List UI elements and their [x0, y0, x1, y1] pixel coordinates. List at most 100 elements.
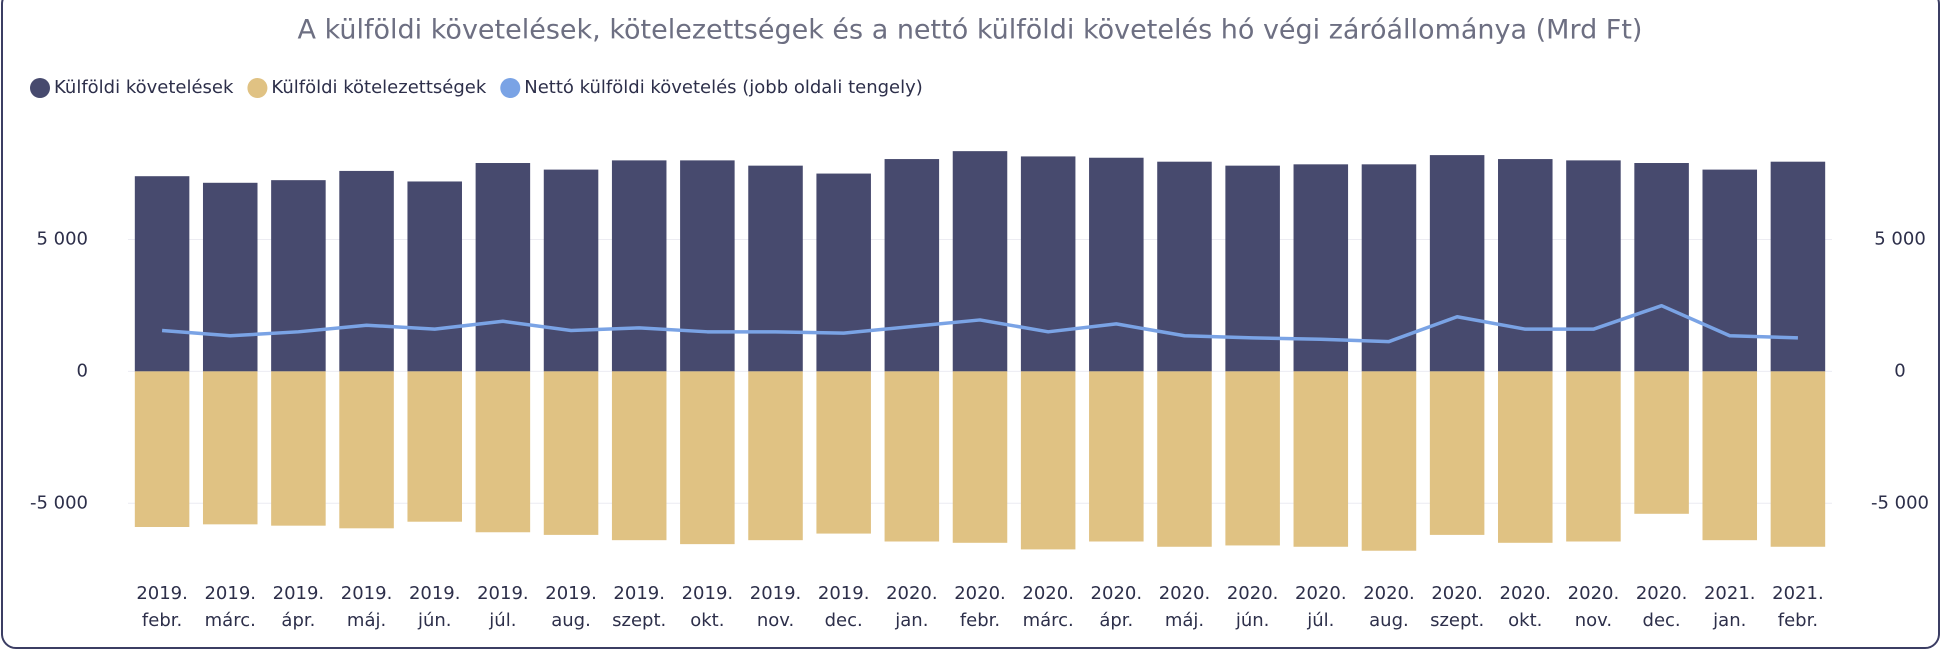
legend-marker — [30, 78, 50, 98]
x-tick-label: 2021. — [1704, 583, 1756, 604]
bar — [611, 160, 667, 372]
x-tick-label: nov. — [757, 610, 794, 631]
bar — [1702, 371, 1758, 541]
bar — [1157, 371, 1212, 547]
x-tick-label: márc. — [1023, 610, 1074, 631]
bar — [1770, 371, 1826, 547]
x-tick-label: 2019. — [273, 583, 325, 604]
x-tick-label: 2020. — [1431, 583, 1483, 604]
x-tick-label: júl. — [1306, 610, 1334, 631]
bar — [1634, 163, 1689, 372]
bar — [680, 160, 735, 372]
x-tick-label: 2020. — [1227, 583, 1279, 604]
bar — [407, 371, 462, 522]
x-tick-label: 2019. — [613, 583, 665, 604]
x-tick-label: aug. — [1369, 610, 1409, 631]
x-tick-label: febr. — [1778, 610, 1818, 631]
bar — [339, 170, 394, 372]
legend-label: Külföldi követelések — [54, 77, 234, 98]
bar — [748, 371, 803, 541]
x-tick-label: dec. — [825, 610, 863, 631]
x-tick-label: márc. — [205, 610, 256, 631]
y2-tick-label: -5 000 — [1871, 492, 1929, 513]
bar — [271, 371, 326, 526]
bar — [884, 159, 940, 372]
x-tick-label: 2020. — [1022, 583, 1074, 604]
bar — [543, 371, 599, 535]
x-tick-label: jún. — [417, 610, 452, 631]
x-tick-label: dec. — [1643, 610, 1681, 631]
x-tick-label: 2020. — [1091, 583, 1143, 604]
bar — [1498, 371, 1553, 543]
x-tick-label: szept. — [612, 610, 666, 631]
bar — [748, 165, 803, 372]
x-tick-label: 2020. — [1500, 583, 1552, 604]
chart-title: A külföldi követelések, kötelezettségek … — [298, 15, 1643, 46]
x-tick-label: 2019. — [204, 583, 256, 604]
bar — [134, 371, 190, 527]
bar — [407, 181, 462, 372]
x-tick-label: 2020. — [1159, 583, 1211, 604]
x-tick-label: nov. — [1575, 610, 1612, 631]
bar — [1293, 371, 1349, 547]
x-tick-label: jan. — [1712, 610, 1746, 631]
y2-tick-label: 5 000 — [1874, 229, 1926, 250]
x-tick-label: 2020. — [1363, 583, 1415, 604]
x-tick-label: jún. — [1235, 610, 1270, 631]
bar — [1293, 164, 1349, 372]
bar — [1429, 371, 1485, 535]
x-tick-label: aug. — [551, 610, 591, 631]
x-tick-label: 2019. — [818, 583, 870, 604]
bar — [475, 371, 531, 533]
x-tick-label: 2020. — [1636, 583, 1688, 604]
bar — [271, 180, 326, 372]
bar — [680, 371, 735, 545]
bar — [1225, 371, 1280, 546]
bar — [1089, 371, 1144, 542]
bar — [134, 176, 190, 372]
bar — [1089, 157, 1144, 372]
bar — [202, 182, 258, 372]
bar — [1498, 159, 1553, 372]
x-tick-label: 2020. — [1295, 583, 1347, 604]
x-tick-label: 2020. — [954, 583, 1006, 604]
bar — [1020, 371, 1076, 550]
x-tick-label: 2019. — [682, 583, 734, 604]
bar — [202, 371, 258, 525]
legend-marker — [500, 78, 521, 98]
x-tick-label: jan. — [894, 610, 928, 631]
bar — [1361, 164, 1417, 372]
bar — [884, 371, 940, 542]
legend-label: Külföldi kötelezettségek — [271, 77, 486, 98]
bar — [1566, 371, 1621, 542]
bar — [1429, 155, 1485, 372]
x-tick-label: szept. — [1430, 610, 1484, 631]
x-tick-label: 2019. — [545, 583, 597, 604]
bar — [816, 371, 871, 534]
legend-label: Nettó külföldi követelés (jobb oldali te… — [524, 77, 923, 98]
bar — [1702, 169, 1758, 372]
x-tick-label: okt. — [690, 610, 724, 631]
x-tick-label: 2020. — [886, 583, 938, 604]
y-tick-label: 5 000 — [36, 229, 88, 250]
x-tick-label: febr. — [142, 610, 182, 631]
x-tick-label: ápr. — [281, 610, 315, 631]
y2-tick-label: 0 — [1894, 360, 1905, 381]
x-tick-label: 2019. — [409, 583, 461, 604]
x-tick-label: máj. — [1165, 610, 1204, 631]
bar — [1157, 161, 1212, 372]
bar — [611, 371, 667, 541]
x-tick-label: 2019. — [750, 583, 802, 604]
legend-marker — [247, 78, 268, 98]
bar — [816, 173, 871, 372]
y-tick-label: 0 — [77, 360, 88, 381]
line — [161, 303, 1798, 344]
bar — [1020, 156, 1076, 372]
x-tick-label: máj. — [347, 610, 386, 631]
x-tick-label: 2020. — [1568, 583, 1620, 604]
x-tick-label: okt. — [1508, 610, 1542, 631]
x-tick-label: júl. — [488, 610, 516, 631]
x-tick-label: 2021. — [1772, 583, 1824, 604]
bar — [952, 371, 1008, 543]
